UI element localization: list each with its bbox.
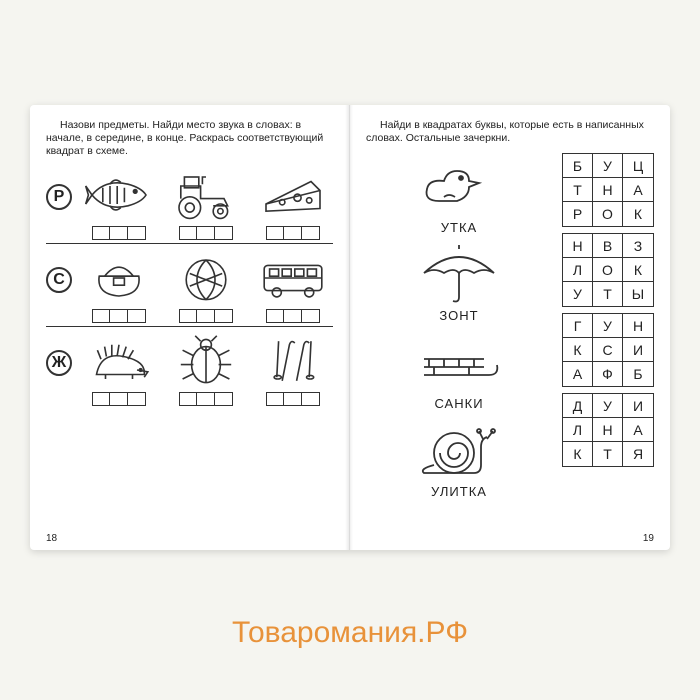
word-label: УЛИТКА bbox=[431, 484, 487, 499]
divider bbox=[46, 326, 333, 327]
grid-cell: У bbox=[593, 154, 623, 178]
position-boxes bbox=[266, 309, 320, 323]
grid-cell: Б bbox=[563, 154, 593, 178]
bag-icon bbox=[83, 249, 155, 307]
grid-cell: У bbox=[593, 314, 623, 338]
grid-cell: С bbox=[593, 338, 623, 362]
grid-cell: К bbox=[563, 442, 593, 466]
skis-icon bbox=[257, 332, 329, 390]
grid-cell: К bbox=[623, 258, 653, 282]
grid-cell: Т bbox=[593, 282, 623, 306]
position-boxes bbox=[179, 226, 233, 240]
bus-icon bbox=[257, 249, 329, 307]
exercise-row: С bbox=[46, 249, 333, 323]
page-right: Найди в квадратах буквы, которые есть в … bbox=[350, 105, 670, 550]
grid-cell: Л bbox=[563, 418, 593, 442]
book-spread: Назови предметы. Найди место звука в сло… bbox=[30, 105, 670, 550]
grid-cell: А bbox=[563, 362, 593, 386]
fish-icon bbox=[83, 166, 155, 224]
grid-cell: О bbox=[593, 202, 623, 226]
position-boxes bbox=[92, 226, 146, 240]
word-column: УТКА ЗОНТ bbox=[366, 153, 552, 523]
grid-cell: Ф bbox=[593, 362, 623, 386]
instruction-right: Найди в квадратах буквы, которые есть в … bbox=[366, 119, 654, 145]
grid-cell: А bbox=[623, 178, 653, 202]
exercise-row: Р bbox=[46, 166, 333, 240]
grid-cell: О bbox=[593, 258, 623, 282]
page-number: 19 bbox=[643, 533, 654, 544]
grid-cell: Н bbox=[623, 314, 653, 338]
grid-cell: Н bbox=[563, 234, 593, 258]
grid-cell: Г bbox=[563, 314, 593, 338]
beetle-icon bbox=[170, 332, 242, 390]
position-boxes bbox=[266, 226, 320, 240]
instruction-left: Назови предметы. Найди место звука в сло… bbox=[46, 119, 333, 158]
grid-cell: Т bbox=[563, 178, 593, 202]
page-left: Назови предметы. Найди место звука в сло… bbox=[30, 105, 350, 550]
grid-cell: Д bbox=[563, 394, 593, 418]
position-boxes bbox=[92, 392, 146, 406]
grid-column: БУЦТНАРОК НВЗЛОКУТЫ ГУНКСИАФБ ДУИЛНАКТЯ bbox=[562, 153, 654, 523]
divider bbox=[46, 243, 333, 244]
position-boxes bbox=[179, 309, 233, 323]
sled-icon bbox=[409, 329, 509, 395]
grid-cell: К bbox=[623, 202, 653, 226]
grid-cell: Ы bbox=[623, 282, 653, 306]
grid-cell: Н bbox=[593, 178, 623, 202]
page-number: 18 bbox=[46, 533, 57, 544]
grid-cell: К bbox=[563, 338, 593, 362]
word-label: ЗОНТ bbox=[439, 308, 478, 323]
cheese-icon bbox=[257, 166, 329, 224]
watermark: Товаромания.РФ bbox=[0, 616, 700, 650]
position-boxes bbox=[266, 392, 320, 406]
letter-grid: НВЗ ЛОК УТЫ bbox=[562, 233, 654, 307]
grid-cell: И bbox=[623, 338, 653, 362]
grid-cell: Р bbox=[563, 202, 593, 226]
position-boxes bbox=[92, 309, 146, 323]
grid-cell: Ц bbox=[623, 154, 653, 178]
grid-cell: В bbox=[593, 234, 623, 258]
grid-cell: У bbox=[593, 394, 623, 418]
letter-grid: БУЦ ТНА РОК bbox=[562, 153, 654, 227]
grid-cell: З bbox=[623, 234, 653, 258]
letter-badge: С bbox=[46, 267, 72, 293]
letter-grid: ГУН КСИ АФБ bbox=[562, 313, 654, 387]
letter-badge: Р bbox=[46, 184, 72, 210]
snail-icon bbox=[409, 417, 509, 483]
grid-cell: У bbox=[563, 282, 593, 306]
grid-cell: Т bbox=[593, 442, 623, 466]
tractor-icon bbox=[170, 166, 242, 224]
grid-cell: Л bbox=[563, 258, 593, 282]
grid-cell: И bbox=[623, 394, 653, 418]
grid-cell: Н bbox=[593, 418, 623, 442]
letter-grid: ДУИ ЛНА КТЯ bbox=[562, 393, 654, 467]
position-boxes bbox=[179, 392, 233, 406]
grid-cell: Б bbox=[623, 362, 653, 386]
umbrella-icon bbox=[409, 241, 509, 307]
exercise-row: Ж bbox=[46, 332, 333, 406]
letter-badge: Ж bbox=[46, 350, 72, 376]
word-label: УТКА bbox=[441, 220, 477, 235]
grid-cell: Я bbox=[623, 442, 653, 466]
cabbage-icon bbox=[170, 249, 242, 307]
word-label: САНКИ bbox=[434, 396, 483, 411]
hedgehog-icon bbox=[83, 332, 155, 390]
duck-icon bbox=[409, 153, 509, 219]
grid-cell: А bbox=[623, 418, 653, 442]
